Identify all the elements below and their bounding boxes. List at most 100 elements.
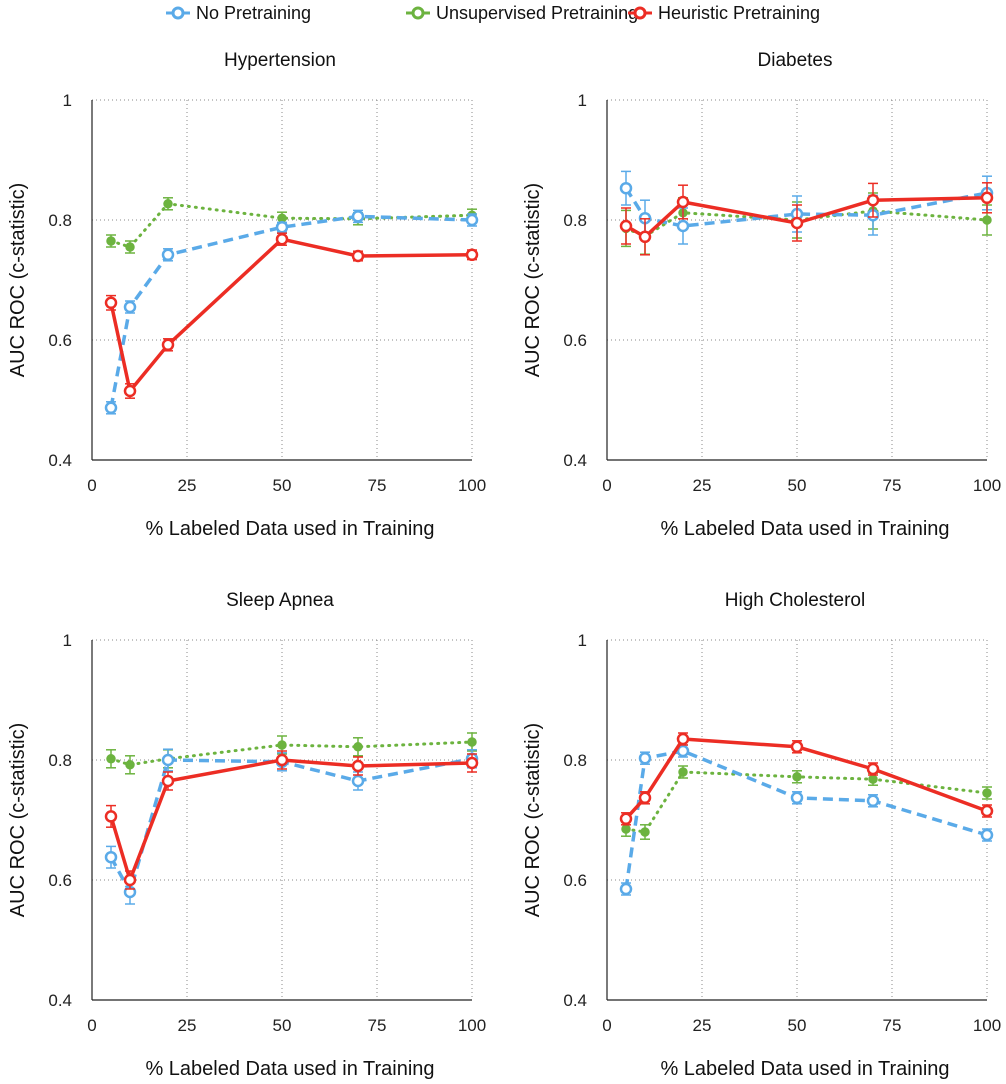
panel-high-cholesterol: 0.4 0.6 0.8 1 0 25 50 75 100 High Cholesterol % La… — [522, 590, 1001, 1080]
x-tick-label: 50 — [788, 1016, 807, 1035]
panel-diabetes: 0.4 0.6 0.8 1 0 25 50 75 100 Diabetes % Labeled Da… — [522, 50, 1001, 540]
x-tick-label: 75 — [368, 1016, 387, 1035]
data-point — [465, 248, 479, 262]
data-point — [351, 759, 365, 773]
y-tick-label: 1 — [578, 631, 587, 650]
data-point — [123, 384, 137, 398]
data-point — [106, 236, 116, 246]
data-point — [277, 740, 287, 750]
y-axis-label: AUC ROC (c-statistic) — [522, 723, 544, 917]
panel-title: High Cholesterol — [725, 590, 865, 611]
series-line-unsupervised-pretraining — [624, 209, 989, 238]
y-tick-label: 1 — [63, 631, 72, 650]
data-point — [638, 791, 652, 805]
x-axis-label: % Labeled Data used in Training — [660, 1058, 949, 1080]
data-point — [161, 753, 175, 767]
data-point — [275, 753, 289, 767]
y-axis-label: AUC ROC (c-statistic) — [7, 723, 29, 917]
legend-label-unsupervised-pretraining: Unsupervised Pretraining — [436, 3, 638, 23]
series-line-unsupervised-pretraining — [624, 770, 989, 834]
data-point — [353, 742, 363, 752]
data-point — [790, 216, 804, 230]
y-axis-label: AUC ROC (c-statistic) — [7, 183, 29, 377]
data-point — [619, 812, 633, 826]
legend-marker-heuristic-pretraining — [633, 6, 647, 20]
y-tick-label: 0.4 — [48, 451, 72, 470]
series-heuristic-pretraining — [104, 750, 479, 890]
data-point — [790, 740, 804, 754]
x-tick-label: 0 — [87, 1016, 96, 1035]
legend-marker-no-pretraining — [171, 6, 185, 20]
series-no-pretraining — [104, 748, 479, 905]
x-tick-label: 100 — [973, 476, 1001, 495]
data-point — [465, 756, 479, 770]
data-point — [104, 401, 118, 415]
y-tick-label: 0.6 — [48, 871, 72, 890]
series-line-unsupervised-pretraining — [109, 202, 474, 249]
series-line-heuristic-pretraining — [109, 237, 473, 393]
data-point — [982, 788, 992, 798]
x-tick-label: 75 — [883, 1016, 902, 1035]
y-tick-label: 0.8 — [563, 211, 587, 230]
data-point — [125, 760, 135, 770]
data-point — [467, 737, 477, 747]
y-tick-label: 0.6 — [563, 331, 587, 350]
data-point — [866, 794, 880, 808]
y-tick-label: 0.6 — [48, 331, 72, 350]
legend-label-no-pretraining: No Pretraining — [196, 3, 311, 23]
series-line-no-pretraining — [624, 187, 988, 228]
data-point — [980, 191, 994, 205]
series-line-heuristic-pretraining — [109, 758, 473, 882]
series-no-pretraining — [104, 209, 479, 415]
legend-label-heuristic-pretraining: Heuristic Pretraining — [658, 3, 820, 23]
data-point — [125, 242, 135, 252]
y-tick-label: 0.8 — [563, 751, 587, 770]
series-line-no-pretraining — [109, 214, 473, 409]
x-tick-label: 25 — [693, 476, 712, 495]
x-tick-label: 50 — [273, 476, 292, 495]
y-tick-label: 0.4 — [48, 991, 72, 1010]
x-tick-label: 25 — [693, 1016, 712, 1035]
y-tick-label: 0.8 — [48, 211, 72, 230]
data-point — [792, 772, 802, 782]
data-point — [351, 249, 365, 263]
series-heuristic-pretraining — [619, 732, 994, 826]
y-tick-label: 0.4 — [563, 451, 587, 470]
panel-title: Sleep Apnea — [226, 590, 334, 611]
x-tick-label: 25 — [178, 1016, 197, 1035]
y-axis-label: AUC ROC (c-statistic) — [522, 183, 544, 377]
series-line-no-pretraining — [109, 757, 473, 894]
x-tick-label: 0 — [602, 476, 611, 495]
x-tick-label: 50 — [788, 476, 807, 495]
x-tick-label: 100 — [458, 1016, 486, 1035]
data-point — [161, 774, 175, 788]
data-point — [678, 767, 688, 777]
data-point — [640, 827, 650, 837]
panel-title: Hypertension — [224, 50, 336, 71]
data-point — [104, 296, 118, 310]
legend-marker-unsupervised-pretraining — [411, 6, 425, 20]
data-point — [351, 210, 365, 223]
y-tick-label: 1 — [578, 91, 587, 110]
data-point — [104, 850, 118, 864]
data-point — [676, 732, 690, 746]
x-tick-label: 100 — [973, 1016, 1001, 1035]
data-point — [638, 751, 652, 765]
panel-title: Diabetes — [758, 50, 833, 71]
x-tick-label: 100 — [458, 476, 486, 495]
x-axis-label: % Labeled Data used in Training — [660, 518, 949, 540]
data-point — [621, 824, 631, 834]
data-point — [676, 195, 690, 209]
x-tick-label: 75 — [883, 476, 902, 495]
data-point — [980, 828, 994, 842]
panel-sleep-apnea: 0.4 0.6 0.8 1 0 25 50 75 100 Sleep Apnea % Labeled… — [7, 590, 486, 1080]
series-unsupervised-pretraining — [621, 765, 992, 840]
data-point — [868, 774, 878, 784]
x-axis-label: % Labeled Data used in Training — [145, 1058, 434, 1080]
y-tick-label: 0.4 — [563, 991, 587, 1010]
data-point — [465, 213, 479, 227]
data-point — [275, 232, 289, 246]
data-point — [980, 804, 994, 818]
